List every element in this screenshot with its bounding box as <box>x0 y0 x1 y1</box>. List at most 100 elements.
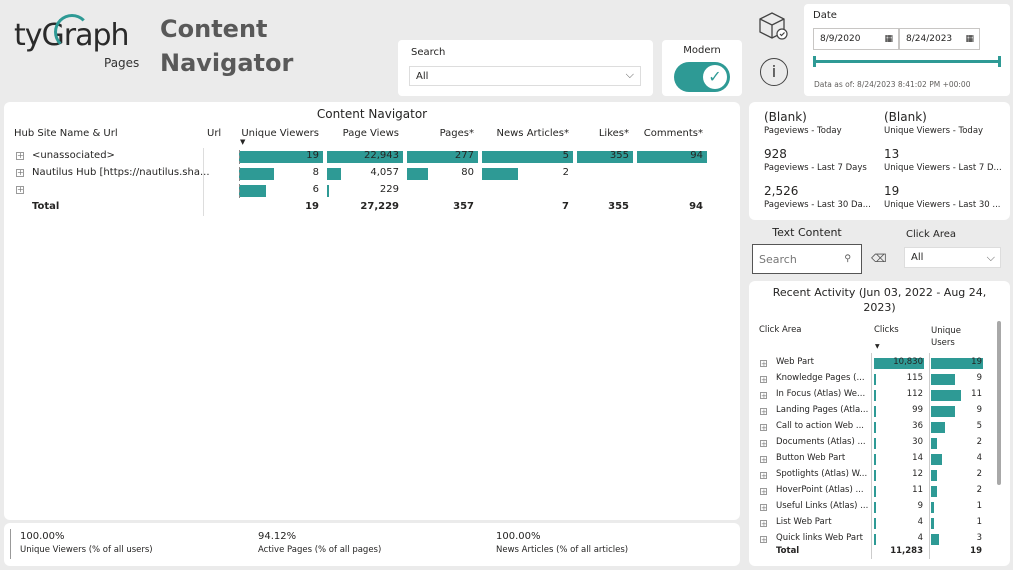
click-area-name[interactable]: List Web Part <box>776 517 832 527</box>
expand-icon[interactable]: + <box>760 472 767 480</box>
total-views: 27,229 <box>360 201 399 212</box>
users-value: 2 <box>976 485 982 495</box>
users-bar <box>931 454 942 465</box>
text-content-search[interactable]: Search ⚲ <box>752 244 862 274</box>
col-header-comments[interactable]: Comments* <box>643 128 703 139</box>
chevron-down-icon: ⌵ <box>625 68 634 81</box>
url-column-divider <box>203 148 204 216</box>
kpi-value: (Blank) <box>764 110 807 124</box>
users-bar <box>931 470 937 481</box>
click-area-name[interactable]: Knowledge Pages (... <box>776 373 865 383</box>
hub-name[interactable]: <unassociated> <box>32 150 115 161</box>
footer-divider <box>10 529 11 559</box>
expand-icon[interactable]: + <box>760 424 767 432</box>
expand-icon[interactable]: + <box>760 456 767 464</box>
col-header-pages[interactable]: Pages* <box>439 128 474 139</box>
expand-icon[interactable]: + <box>16 151 24 160</box>
col-header-click-area[interactable]: Click Area <box>759 325 802 335</box>
kpi-label: Unique Viewers - Last 30 ... <box>884 200 1001 210</box>
clicks-bar <box>874 358 924 369</box>
news-bar <box>482 151 573 163</box>
package-shield-icon[interactable] <box>756 10 790 42</box>
slider-handle-end[interactable] <box>998 56 1001 67</box>
users-bar <box>931 358 983 369</box>
click-area-name[interactable]: Documents (Atlas) ... <box>776 437 866 447</box>
footer-kpi-label: Active Pages (% of all pages) <box>258 545 382 555</box>
click-area-name[interactable]: Button Web Part <box>776 453 846 463</box>
modern-label: Modern <box>683 45 721 56</box>
expand-icon[interactable]: + <box>760 376 767 384</box>
users-bar <box>931 374 956 385</box>
slider-handle-start[interactable] <box>813 56 816 67</box>
expand-icon[interactable]: + <box>760 536 767 544</box>
expand-icon[interactable]: + <box>16 168 24 177</box>
expand-icon[interactable]: + <box>760 504 767 512</box>
footer-kpis: 100.00% Unique Viewers (% of all users) … <box>4 523 740 566</box>
hub-name[interactable]: Nautilus Hub [https://nautilus.sha... <box>32 167 210 178</box>
expand-icon[interactable]: + <box>760 488 767 496</box>
recent-total-label: Total <box>776 546 800 556</box>
click-area-name[interactable]: Call to action Web ... <box>776 421 865 431</box>
users-value: 2 <box>976 437 982 447</box>
text-content-label: Text Content <box>772 226 842 239</box>
total-label: Total <box>32 201 60 212</box>
scrollbar[interactable] <box>997 321 1001 485</box>
expand-icon[interactable]: + <box>760 408 767 416</box>
users-value: 4 <box>976 453 982 463</box>
news-value: 2 <box>562 167 569 178</box>
recent-title-line1: Recent Activity (Jun 03, 2022 - Aug 24, <box>772 286 987 299</box>
users-value: 5 <box>976 421 982 431</box>
date-start-input[interactable]: 8/9/2020 ▦ <box>813 28 899 50</box>
comments-bar <box>637 151 707 163</box>
col-header-unique-users[interactable]: Unique Users <box>931 326 961 348</box>
views-bar <box>327 151 403 163</box>
date-range-slider[interactable] <box>813 56 1001 67</box>
col-header-news[interactable]: News Articles* <box>496 128 570 139</box>
calendar-icon: ▦ <box>965 34 974 44</box>
footer-kpi-news: 100.00% News Articles (% of all articles… <box>496 531 628 555</box>
kpi-card: (Blank) Pageviews - Today (Blank) Unique Vi… <box>749 102 1010 220</box>
page-title-line1: Content <box>160 15 268 43</box>
total-viewers: 19 <box>305 201 319 212</box>
clicks-bar <box>874 422 876 433</box>
total-news: 7 <box>562 201 569 212</box>
search-icon: ⚲ <box>844 254 851 264</box>
logo-sub: Pages <box>104 56 140 70</box>
views-bar <box>327 168 341 180</box>
footer-kpi-value: 100.00% <box>20 531 65 542</box>
users-value: 19 <box>971 357 982 367</box>
click-area-name[interactable]: In Focus (Atlas) We... <box>776 389 866 399</box>
click-area-name[interactable]: Quick links Web Part <box>776 533 863 543</box>
views-value: 4,057 <box>370 167 399 178</box>
click-area-name[interactable]: Spotlights (Atlas) W... <box>776 469 868 479</box>
expand-icon[interactable]: + <box>16 185 24 194</box>
viewers-value: 8 <box>312 167 319 178</box>
page-title-line2: Navigator <box>160 49 294 77</box>
kpi-value: 19 <box>884 184 900 198</box>
col-header-viewers[interactable]: Unique Viewers <box>241 128 319 139</box>
click-area-name[interactable]: Landing Pages (Atla... <box>776 405 869 415</box>
search-slicer: Search All ⌵ <box>398 40 653 96</box>
users-bar <box>931 502 934 513</box>
expand-icon[interactable]: + <box>760 360 767 368</box>
search-dropdown[interactable]: All ⌵ <box>409 66 641 86</box>
likes-value: 355 <box>609 150 629 161</box>
date-end-input[interactable]: 8/24/2023 ▦ <box>899 28 980 50</box>
col-header-views[interactable]: Page Views <box>342 128 399 139</box>
click-area-name[interactable]: HoverPoint (Atlas) ... <box>776 485 864 495</box>
click-area-name[interactable]: Useful Links (Atlas) ... <box>776 501 869 511</box>
modern-toggle[interactable]: ✓ <box>674 62 730 92</box>
col-header-hub[interactable]: Hub Site Name & Url <box>14 128 118 139</box>
eraser-icon[interactable]: ⌫ <box>871 252 887 265</box>
col-header-clicks[interactable]: Clicks <box>874 325 899 335</box>
info-icon[interactable]: i <box>760 58 788 86</box>
click-area-dropdown[interactable]: All ⌵ <box>904 247 1001 268</box>
expand-icon[interactable]: + <box>760 392 767 400</box>
col-header-url[interactable]: Url <box>207 128 222 139</box>
expand-icon[interactable]: + <box>760 440 767 448</box>
clicks-bar <box>874 438 876 449</box>
click-area-name[interactable]: Web Part <box>776 357 815 367</box>
expand-icon[interactable]: + <box>760 520 767 528</box>
kpi-label: Unique Viewers - Today <box>884 126 984 136</box>
col-header-likes[interactable]: Likes* <box>598 128 629 139</box>
